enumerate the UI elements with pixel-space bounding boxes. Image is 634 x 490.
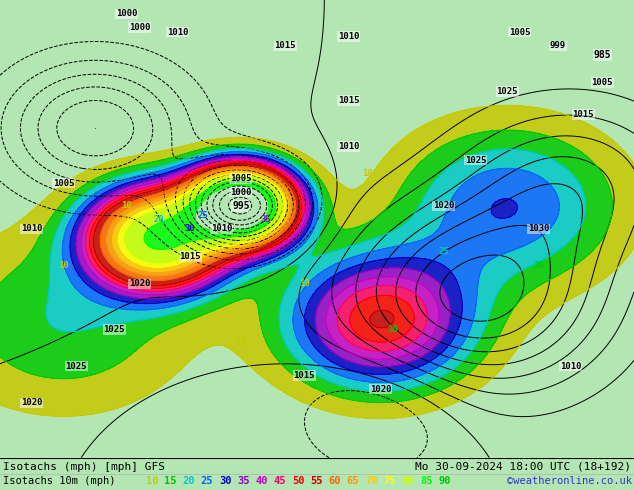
Text: 985: 985 <box>593 50 611 60</box>
Text: 1020: 1020 <box>21 398 42 407</box>
Text: 1015: 1015 <box>179 252 201 261</box>
Text: 20: 20 <box>183 476 195 486</box>
Text: 15: 15 <box>164 476 177 486</box>
Text: Isotachs (mph) [mph] GFS: Isotachs (mph) [mph] GFS <box>3 462 165 471</box>
Text: 1020: 1020 <box>129 279 150 288</box>
Text: 20: 20 <box>388 325 398 334</box>
Text: 10: 10 <box>58 261 68 270</box>
Text: 90: 90 <box>438 476 451 486</box>
Text: ©weatheronline.co.uk: ©weatheronline.co.uk <box>507 476 632 486</box>
Text: 1020: 1020 <box>433 201 455 210</box>
Text: Mo 30-09-2024 18:00 UTC (18+192): Mo 30-09-2024 18:00 UTC (18+192) <box>415 462 631 471</box>
Text: 65: 65 <box>347 476 359 486</box>
Text: 1010: 1010 <box>338 142 359 151</box>
Text: 1000: 1000 <box>230 188 252 196</box>
Text: 1005: 1005 <box>53 178 74 188</box>
Text: 1015: 1015 <box>275 41 296 50</box>
Text: 25: 25 <box>439 247 449 256</box>
Text: 70: 70 <box>365 476 378 486</box>
Text: 1005: 1005 <box>592 78 613 87</box>
Text: 35: 35 <box>237 476 250 486</box>
Text: 80: 80 <box>402 476 414 486</box>
Text: 40: 40 <box>256 476 268 486</box>
Text: 1010: 1010 <box>560 362 581 370</box>
Text: 1025: 1025 <box>465 156 486 165</box>
Text: 10: 10 <box>363 170 373 178</box>
Text: 1015: 1015 <box>294 371 315 380</box>
Text: 1025: 1025 <box>496 87 518 96</box>
Text: 50: 50 <box>292 476 304 486</box>
Text: 85: 85 <box>420 476 432 486</box>
Text: 10: 10 <box>146 476 158 486</box>
Text: 1020: 1020 <box>370 385 391 393</box>
Text: 1005: 1005 <box>509 27 531 37</box>
Text: 10: 10 <box>236 339 246 348</box>
Text: 1000: 1000 <box>116 9 138 18</box>
Text: Isotachs 10m (mph): Isotachs 10m (mph) <box>3 476 115 486</box>
Text: 1010: 1010 <box>21 224 42 233</box>
Text: 1005: 1005 <box>230 174 252 183</box>
Text: 55: 55 <box>310 476 323 486</box>
Text: 1015: 1015 <box>573 110 594 119</box>
Text: 30: 30 <box>185 224 195 233</box>
Text: 1010: 1010 <box>167 27 188 37</box>
Text: 20: 20 <box>153 215 164 224</box>
Text: 10: 10 <box>299 279 309 288</box>
Text: 1025: 1025 <box>103 325 125 334</box>
Text: 25: 25 <box>198 211 208 220</box>
Text: 1000: 1000 <box>129 23 150 32</box>
Text: 45: 45 <box>274 476 286 486</box>
Text: 995: 995 <box>232 201 250 211</box>
Text: 30: 30 <box>219 476 231 486</box>
Text: 35: 35 <box>261 215 271 224</box>
Text: 1015: 1015 <box>338 96 359 105</box>
Text: 75: 75 <box>384 476 396 486</box>
Text: 60: 60 <box>328 476 341 486</box>
Text: 1010: 1010 <box>211 224 233 233</box>
Text: 1025: 1025 <box>65 362 87 370</box>
Text: 1030: 1030 <box>528 224 550 233</box>
Text: 999: 999 <box>550 41 566 50</box>
Text: 20: 20 <box>534 261 544 270</box>
Text: 1010: 1010 <box>338 32 359 41</box>
Text: 25: 25 <box>200 476 213 486</box>
Text: 10: 10 <box>122 201 132 210</box>
